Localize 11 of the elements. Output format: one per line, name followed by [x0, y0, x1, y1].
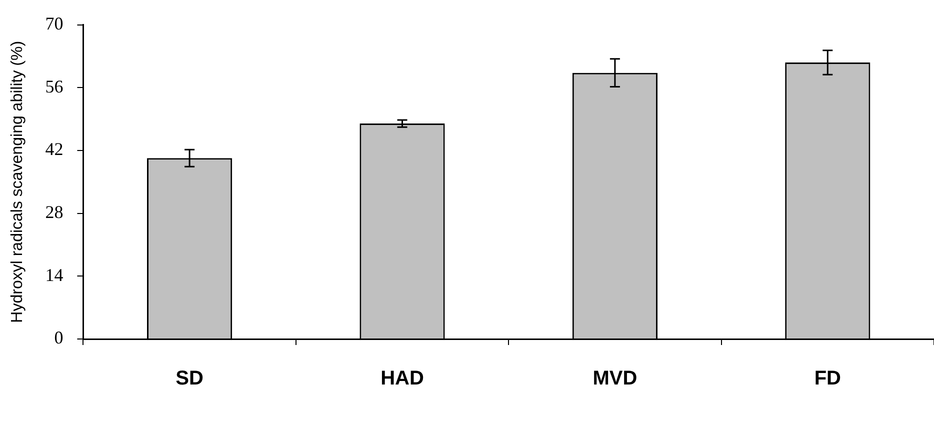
y-tick-label: 70 [45, 14, 64, 34]
y-tick-label: 42 [45, 139, 64, 160]
x-tick-label: MVD [592, 368, 638, 390]
x-tick-label: SD [176, 368, 204, 390]
y-axis-title: Hydroxyl radicals scavenging ability (%) [9, 40, 26, 323]
y-tick-label: 0 [54, 328, 64, 348]
y-tick-label: 28 [45, 202, 64, 222]
y-tick-label: 14 [45, 264, 64, 285]
x-tick-label: FD [814, 368, 841, 390]
x-tick-label: HAD [380, 368, 424, 390]
y-tick-label: 56 [45, 76, 64, 96]
